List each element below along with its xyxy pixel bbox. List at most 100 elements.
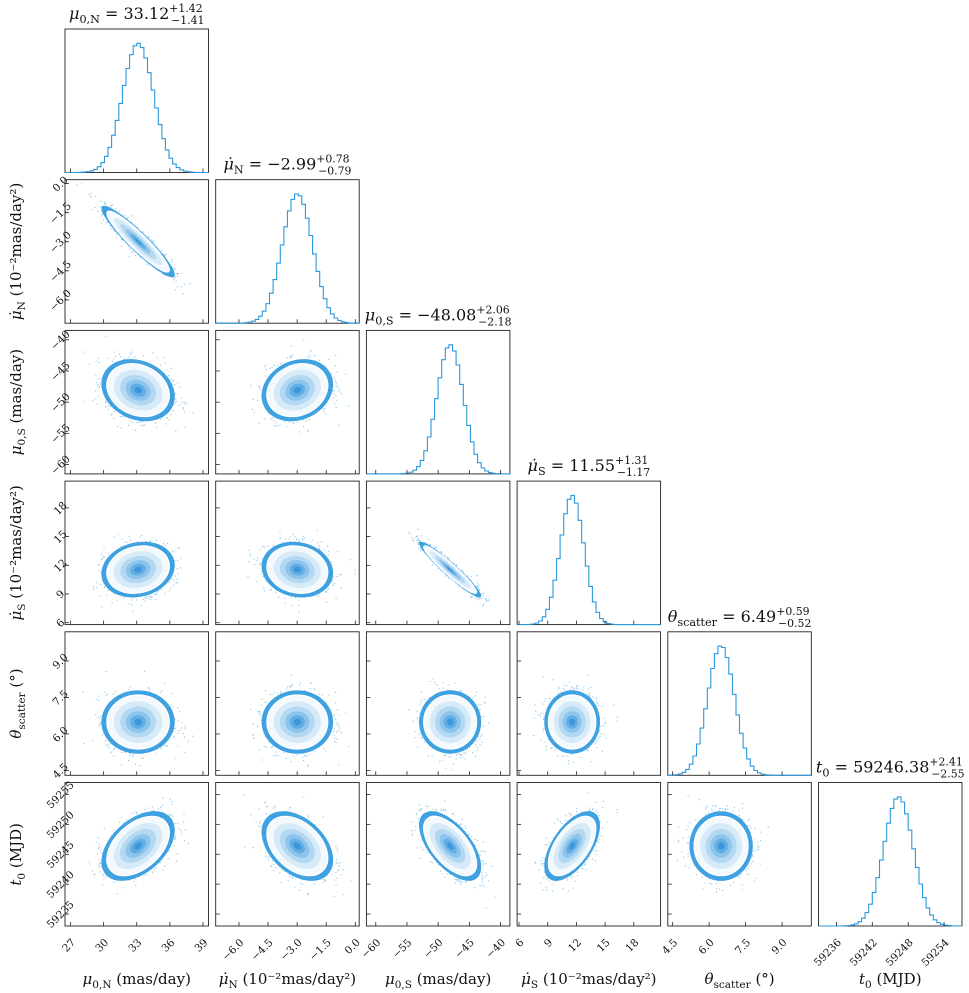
y-tick-label: −3.0 [47, 229, 74, 256]
x-tick-label: 36 [159, 937, 177, 955]
panel-title-muSdot: μ̇S = 11.55+1.31 −1.17 [528, 454, 651, 479]
axes-frame [365, 329, 511, 475]
x-tick-label: −4.5 [249, 937, 276, 964]
contour-level-6 [293, 842, 302, 850]
histogram-step-muNdot [215, 193, 360, 324]
panel-title-t0: t0 = 59246.38+2.41 −2.55 [816, 756, 965, 781]
x-axis-label-muSdot: μ̇S (10⁻²mas/day²) [521, 970, 656, 991]
y-tick-label: 7.5 [51, 688, 71, 708]
scatter-panel-muNdot-mu0S [215, 329, 360, 475]
y-axis-label-muSdot: μ̇S (10⁻²mas/day²) [7, 485, 28, 620]
x-tick-label: −1.5 [307, 937, 334, 964]
x-tick-label: −60 [359, 937, 383, 961]
x-tick-label: −55 [390, 937, 414, 961]
contour-level-6 [134, 237, 143, 246]
y-tick-label: −45 [49, 360, 73, 384]
x-axis-label-mu0N: μ0,N (mas/day) [83, 970, 191, 991]
y-tick-label: 59240 [45, 869, 77, 901]
x-axis-label-mu0S: μ0,S (mas/day) [385, 970, 491, 991]
scatter-panel-mu0N-muSdot [64, 480, 209, 626]
contour-level-6 [446, 842, 454, 850]
x-tick-label: 9 [542, 937, 555, 950]
y-tick-label: −6.0 [47, 287, 74, 314]
x-tick-label: 15 [595, 937, 613, 955]
scatter-panel-muSdot-thetascatter [516, 631, 662, 776]
contour-level-6 [717, 842, 725, 850]
contour-level-6 [569, 842, 576, 850]
contour-level-6 [293, 718, 302, 726]
histogram-step-thetascatter [667, 645, 812, 776]
scatter-panel-mu0N-mu0S [64, 329, 209, 475]
hist-panel-muSdot: μ̇S = 11.55+1.31 −1.17 [516, 454, 662, 626]
hist-panel-muNdot: μ̇N = −2.99+0.78 −0.79 [215, 153, 360, 324]
y-tick-label: 59250 [45, 809, 77, 841]
axes-frame [516, 480, 662, 626]
y-tick-label: 59245 [45, 839, 77, 871]
x-axis-label-t0: t0 (MJD) [859, 970, 922, 991]
y-axis-label-t0: t0 (MJD) [7, 823, 28, 886]
x-tick-label: −45 [453, 937, 477, 961]
x-tick-label: 7.5 [733, 937, 753, 957]
histogram-step-t0 [818, 796, 962, 927]
y-axis-label-thetascatter: θscatter (°) [7, 668, 28, 738]
y-tick-label: 4.5 [51, 761, 71, 781]
y-tick-label: 15 [52, 528, 70, 546]
x-tick-label: 30 [93, 937, 111, 955]
contour-level-6 [134, 386, 142, 394]
contour-level-6 [134, 842, 142, 850]
scatter-panel-mu0N-t0 [64, 782, 209, 927]
contour-level-6 [293, 566, 302, 573]
x-tick-label: 18 [623, 937, 641, 955]
y-tick-label: 0.0 [51, 174, 71, 194]
y-tick-label: −1.5 [47, 200, 74, 227]
x-axis-label-muNdot: μ̇N (10⁻²mas/day²) [219, 970, 356, 991]
scatter-panel-mu0N-thetascatter [64, 631, 209, 776]
x-tick-label: 6 [513, 936, 526, 949]
hist-panel-mu0S: μ0,S = −48.08+2.06 −2.18 [365, 303, 512, 475]
axes-frame [64, 28, 209, 173]
scatter-panel-mu0S-thetascatter [365, 631, 511, 776]
y-tick-label: 18 [52, 500, 70, 518]
x-tick-label: 59242 [848, 937, 880, 969]
panel-title-muNdot: μ̇N = −2.99+0.78 −0.79 [223, 153, 351, 178]
x-tick-label: 6.0 [696, 937, 716, 957]
x-tick-label: 59236 [812, 936, 844, 968]
x-tick-label: 59254 [920, 937, 952, 969]
scatter-panel-muNdot-thetascatter [215, 631, 360, 776]
histogram-step-mu0N [65, 42, 209, 174]
x-tick-label: 39 [193, 937, 211, 955]
y-tick-label: 12 [52, 557, 70, 575]
y-axis-label-muNdot: μ̇N (10⁻²mas/day²) [7, 183, 28, 320]
hist-panel-mu0N: μ0,N = 33.12+1.42 −1.41 [64, 2, 209, 174]
axes-frame [818, 782, 963, 927]
x-tick-label: 27 [60, 937, 78, 955]
axes-frame [215, 631, 360, 776]
scatter-panel-muSdot-t0 [516, 782, 662, 927]
y-tick-label: −50 [49, 391, 73, 415]
panel-title-thetascatter: θscatter = 6.49+0.59 −0.52 [668, 605, 812, 630]
y-axis-label-mu0S: μ0,S (mas/day) [7, 349, 28, 455]
scatter-panel-muNdot-muSdot [215, 480, 360, 626]
x-tick-label: 33 [126, 937, 144, 955]
y-tick-label: −4.5 [47, 258, 74, 285]
x-tick-label: 4.5 [660, 937, 680, 957]
panel-title-mu0S: μ0,S = −48.08+2.06 −2.18 [365, 303, 512, 328]
axes-frame [215, 179, 360, 324]
scatter-panel-mu0S-muSdot [365, 480, 511, 626]
y-tick-label: −40 [49, 328, 73, 352]
y-tick-label: 6.0 [51, 725, 71, 745]
x-axis-label-thetascatter: θscatter (°) [704, 970, 774, 991]
contour-level-6 [134, 718, 142, 726]
contour-level-6 [446, 718, 454, 726]
contour-level-6 [293, 386, 302, 394]
y-tick-label: 9.0 [51, 652, 71, 672]
x-tick-label: −40 [484, 937, 508, 961]
hist-panel-thetascatter: θscatter = 6.49+0.59 −0.52 [667, 605, 812, 776]
x-tick-label: 59248 [884, 937, 916, 969]
scatter-panel-mu0N-muNdot [64, 179, 209, 324]
y-tick-label: 6 [54, 617, 67, 630]
axes-frame [667, 631, 812, 776]
contour-level-6 [569, 718, 576, 726]
scatter-panel-thetascatter-t0 [667, 782, 812, 927]
